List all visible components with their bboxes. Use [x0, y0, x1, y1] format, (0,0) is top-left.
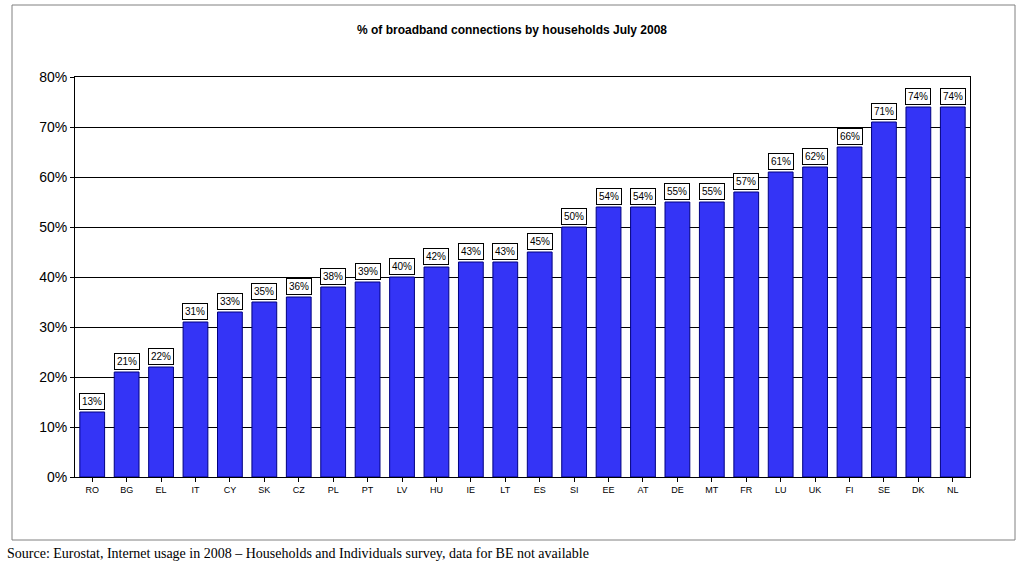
svg-text:IE: IE — [467, 485, 476, 495]
svg-text:36%: 36% — [289, 281, 309, 292]
svg-text:FI: FI — [846, 485, 854, 495]
svg-text:LV: LV — [397, 485, 407, 495]
svg-text:DK: DK — [912, 485, 925, 495]
svg-text:LU: LU — [775, 485, 787, 495]
svg-text:55%: 55% — [667, 186, 687, 197]
svg-text:35%: 35% — [254, 286, 274, 297]
svg-text:NL: NL — [947, 485, 959, 495]
svg-text:66%: 66% — [840, 131, 860, 142]
svg-text:CY: CY — [224, 485, 237, 495]
svg-text:13%: 13% — [82, 396, 102, 407]
svg-text:33%: 33% — [220, 296, 240, 307]
svg-text:FR: FR — [740, 485, 752, 495]
svg-text:43%: 43% — [461, 246, 481, 257]
svg-text:39%: 39% — [358, 266, 378, 277]
svg-text:50%: 50% — [564, 211, 584, 222]
svg-text:40%: 40% — [392, 261, 412, 272]
svg-text:RO: RO — [85, 485, 99, 495]
svg-text:57%: 57% — [736, 176, 756, 187]
svg-text:74%: 74% — [908, 91, 928, 102]
svg-text:0%: 0% — [47, 469, 67, 485]
svg-text:80%: 80% — [39, 69, 67, 85]
svg-text:HU: HU — [430, 485, 443, 495]
svg-text:54%: 54% — [599, 191, 619, 202]
svg-text:20%: 20% — [39, 369, 67, 385]
svg-text:31%: 31% — [185, 306, 205, 317]
svg-text:MT: MT — [705, 485, 718, 495]
svg-text:SI: SI — [570, 485, 579, 495]
svg-text:38%: 38% — [323, 271, 343, 282]
svg-text:PT: PT — [362, 485, 374, 495]
svg-text:CZ: CZ — [293, 485, 305, 495]
svg-text:SK: SK — [258, 485, 270, 495]
svg-text:IT: IT — [191, 485, 200, 495]
svg-text:LT: LT — [500, 485, 510, 495]
svg-text:45%: 45% — [530, 236, 550, 247]
svg-text:70%: 70% — [39, 119, 67, 135]
svg-text:PL: PL — [328, 485, 339, 495]
svg-text:50%: 50% — [39, 219, 67, 235]
svg-text:71%: 71% — [874, 106, 894, 117]
svg-text:AT: AT — [638, 485, 649, 495]
svg-text:54%: 54% — [633, 191, 653, 202]
svg-text:ES: ES — [534, 485, 546, 495]
svg-text:40%: 40% — [39, 269, 67, 285]
svg-text:74%: 74% — [943, 91, 963, 102]
svg-text:% of broadband connections by: % of broadband connections by households… — [357, 23, 667, 37]
svg-text:EL: EL — [156, 485, 167, 495]
svg-text:55%: 55% — [702, 186, 722, 197]
svg-text:61%: 61% — [771, 156, 791, 167]
svg-text:30%: 30% — [39, 319, 67, 335]
svg-text:21%: 21% — [117, 356, 137, 367]
svg-text:43%: 43% — [495, 246, 515, 257]
svg-text:42%: 42% — [426, 251, 446, 262]
svg-text:Source: Eurostat, Internet usa: Source: Eurostat, Internet usage in 2008… — [7, 546, 589, 561]
svg-text:BG: BG — [120, 485, 133, 495]
svg-text:60%: 60% — [39, 169, 67, 185]
svg-text:DE: DE — [671, 485, 684, 495]
svg-text:SE: SE — [878, 485, 890, 495]
svg-text:22%: 22% — [151, 351, 171, 362]
svg-text:10%: 10% — [39, 419, 67, 435]
svg-text:UK: UK — [809, 485, 822, 495]
svg-text:62%: 62% — [805, 151, 825, 162]
svg-text:EE: EE — [603, 485, 615, 495]
